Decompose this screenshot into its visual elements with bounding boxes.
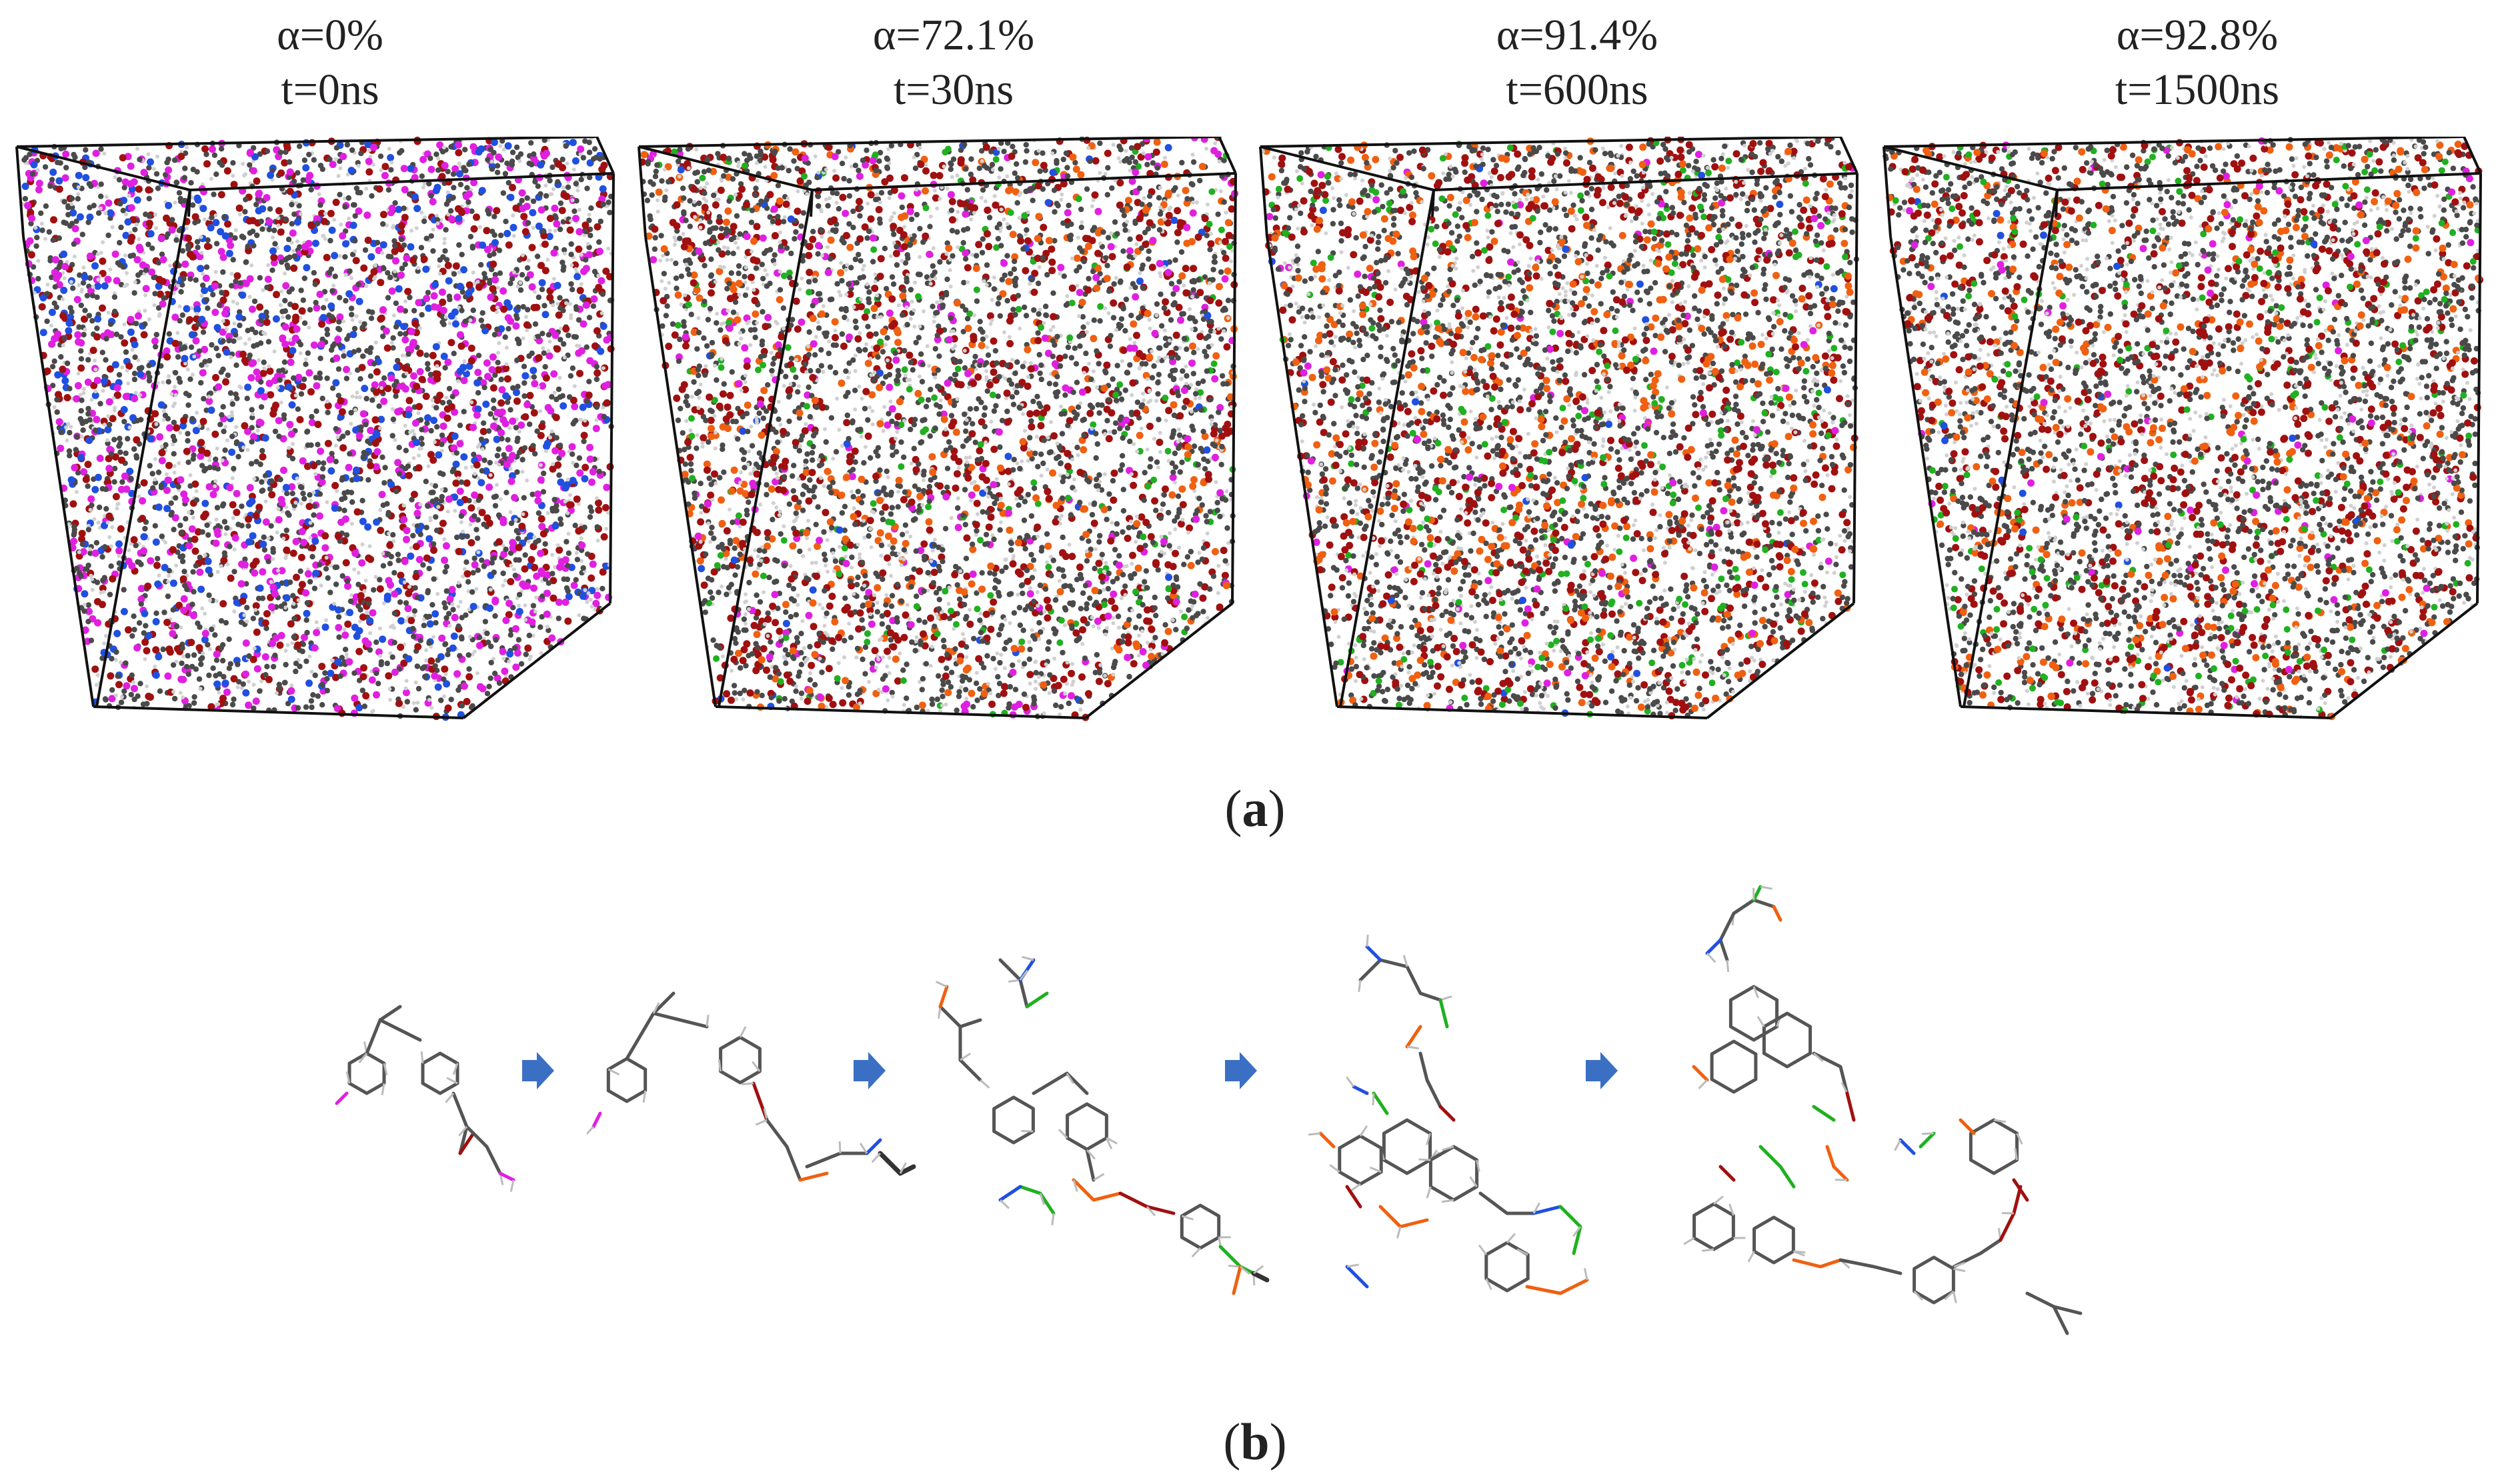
simulation-box-4 — [1877, 137, 2491, 730]
box-edge — [1852, 173, 1858, 604]
panel-4-alpha: α=92.8% — [2116, 11, 2279, 59]
panel-4-time: t=1500ns — [2115, 65, 2280, 114]
simulation-box-2 — [632, 137, 1246, 730]
box-edge — [16, 137, 597, 148]
arrow-icon — [1225, 1052, 1257, 1089]
box-edge — [187, 189, 191, 217]
arrow-icon — [522, 1052, 554, 1089]
panel-2-title: α=72.1% t=30ns — [787, 8, 1120, 117]
cube-svg-4 — [1883, 137, 2484, 721]
box-edge — [1960, 705, 2331, 719]
box-edge — [1218, 137, 1237, 174]
box-edge — [609, 173, 615, 604]
panel-4-title: α=92.8% t=1500ns — [2031, 8, 2364, 117]
box-edge — [1706, 602, 1855, 719]
box-edge — [22, 236, 95, 707]
box-edge — [1963, 189, 2059, 707]
box-edge — [718, 189, 814, 707]
panel-1-alpha: α=0% — [277, 11, 383, 59]
molecule-monomer — [335, 1005, 515, 1192]
box-edge — [189, 172, 614, 191]
box-edge — [2476, 173, 2482, 604]
box-edge — [715, 705, 1086, 719]
box-edge — [1336, 705, 1708, 719]
box-edge — [1431, 189, 1435, 217]
box-edge — [462, 602, 611, 719]
box-edge — [1260, 145, 1434, 191]
box-edge — [1084, 602, 1234, 719]
molecule-network — [1683, 885, 2083, 1335]
box-edge — [1883, 137, 2465, 148]
cube-svg-3 — [1259, 137, 1860, 720]
molecule-oligomer — [1308, 934, 1589, 1295]
panel-2-alpha: α=72.1% — [872, 11, 1035, 59]
box-edge — [1266, 236, 1338, 707]
box-edge — [1260, 137, 1841, 148]
box-edge — [810, 189, 814, 217]
panel-3-title: α=91.4% t=600ns — [1410, 8, 1744, 117]
box-edge — [638, 146, 647, 237]
caption-a: (a) — [1224, 779, 1286, 837]
box-edge — [2055, 189, 2059, 217]
molecule-dimer — [587, 991, 916, 1182]
box-edge — [93, 705, 464, 719]
box-edge — [2057, 172, 2481, 191]
box-edge — [1433, 172, 1858, 191]
box-edge — [1231, 173, 1237, 604]
simulation-box-3 — [1254, 137, 1867, 730]
box-edge — [644, 236, 717, 707]
cube-svg-2 — [638, 137, 1239, 721]
box-edge — [638, 145, 813, 191]
box-edge — [1889, 236, 1962, 707]
simulation-box-1 — [10, 137, 623, 730]
panel-2-time: t=30ns — [893, 65, 1014, 114]
box-edge — [1259, 146, 1268, 237]
box-edge — [2463, 137, 2482, 174]
panel-1-time: t=0ns — [281, 65, 379, 114]
panel-3-time: t=600ns — [1506, 65, 1648, 114]
caption-b: (b) — [1223, 1413, 1287, 1471]
molecule-trimer — [935, 955, 1270, 1295]
cube-svg-1 — [15, 137, 615, 721]
box-edge — [595, 137, 615, 174]
box-edge — [812, 172, 1236, 191]
box-edge — [1883, 145, 2058, 191]
box-edge — [1883, 146, 1892, 237]
box-edge — [95, 189, 191, 707]
box-edge — [15, 146, 25, 237]
panel-1-title: α=0% t=0ns — [163, 8, 497, 117]
box-edge — [2329, 602, 2479, 719]
arrow-icon — [1586, 1052, 1618, 1089]
box-edge — [16, 145, 191, 191]
box-edge — [1339, 189, 1435, 707]
box-edge — [638, 137, 1220, 148]
panel-3-alpha: α=91.4% — [1496, 11, 1658, 59]
box-edge — [1839, 137, 1858, 174]
arrow-icon — [854, 1052, 886, 1089]
